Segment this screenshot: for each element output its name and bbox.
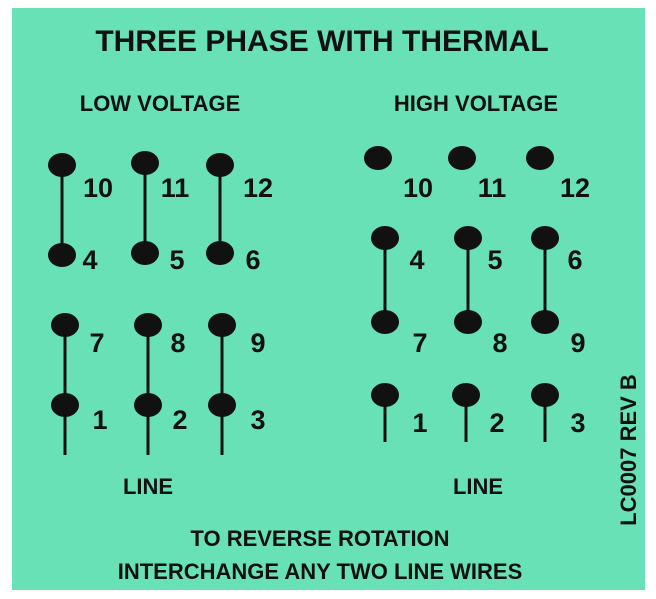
terminal-dot <box>531 310 559 334</box>
terminal-dot <box>208 393 236 417</box>
wiring: 10 11 124 5 67 8 91 2 310 11 124 5 67 8 91 2 3 <box>48 146 590 455</box>
section-heading: LOW VOLTAGE <box>80 91 241 116</box>
footer-line: INTERCHANGE ANY TWO LINE WIRES <box>118 559 523 584</box>
terminal-number: 5 <box>487 245 502 275</box>
terminal-dot <box>454 226 482 250</box>
terminal-dot <box>51 313 79 337</box>
terminal-number: 7 <box>412 328 427 358</box>
terminal-dot <box>51 393 79 417</box>
terminal-number: 3 <box>570 408 585 438</box>
terminal-number: 10 <box>403 173 433 203</box>
terminal-dot <box>131 241 159 265</box>
title: THREE PHASE WITH THERMAL <box>95 25 548 58</box>
terminal-dot <box>448 146 476 170</box>
terminal-dot <box>206 241 234 265</box>
terminal-number: 10 <box>83 173 113 203</box>
terminal-number: 8 <box>492 328 507 358</box>
terminal-dot <box>48 243 76 267</box>
line-label: LINE <box>453 474 503 499</box>
terminal-number: 9 <box>570 328 585 358</box>
terminal-number: 2 <box>172 405 187 435</box>
terminal-dot <box>531 226 559 250</box>
terminal-dot <box>208 313 236 337</box>
terminal-number: 12 <box>243 173 273 203</box>
terminal-dot <box>526 146 554 170</box>
terminal-number: 4 <box>82 245 97 275</box>
terminal-number: 3 <box>250 405 265 435</box>
terminal-dot <box>364 146 392 170</box>
terminal-dot <box>371 310 399 334</box>
terminal-dot <box>131 151 159 175</box>
terminal-number: 1 <box>412 408 427 438</box>
terminal-number: 11 <box>161 173 190 203</box>
terminal-number: 2 <box>489 408 504 438</box>
terminal-dot <box>371 226 399 250</box>
terminal-dot <box>134 313 162 337</box>
section-heading: HIGH VOLTAGE <box>394 91 558 116</box>
terminal-number: 11 <box>478 173 507 203</box>
terminal-number: 9 <box>250 328 265 358</box>
terminal-dot <box>371 383 399 407</box>
terminal-dot <box>206 153 234 177</box>
side-code: LC0007 REV B <box>616 374 641 526</box>
footer-line: TO REVERSE ROTATION <box>190 526 449 551</box>
terminal-number: 6 <box>567 245 582 275</box>
terminal-dot <box>134 393 162 417</box>
terminal-number: 12 <box>560 173 590 203</box>
panel <box>12 8 645 590</box>
terminal-number: 5 <box>169 245 184 275</box>
terminal-number: 7 <box>89 328 104 358</box>
terminal-number: 1 <box>92 405 107 435</box>
terminal-number: 4 <box>409 245 424 275</box>
terminal-number: 6 <box>245 245 260 275</box>
terminal-dot <box>48 153 76 177</box>
terminal-number: 8 <box>170 328 185 358</box>
terminal-dot <box>531 383 559 407</box>
terminal-dot <box>454 310 482 334</box>
terminal-dot <box>452 383 480 407</box>
line-label: LINE <box>123 474 173 499</box>
